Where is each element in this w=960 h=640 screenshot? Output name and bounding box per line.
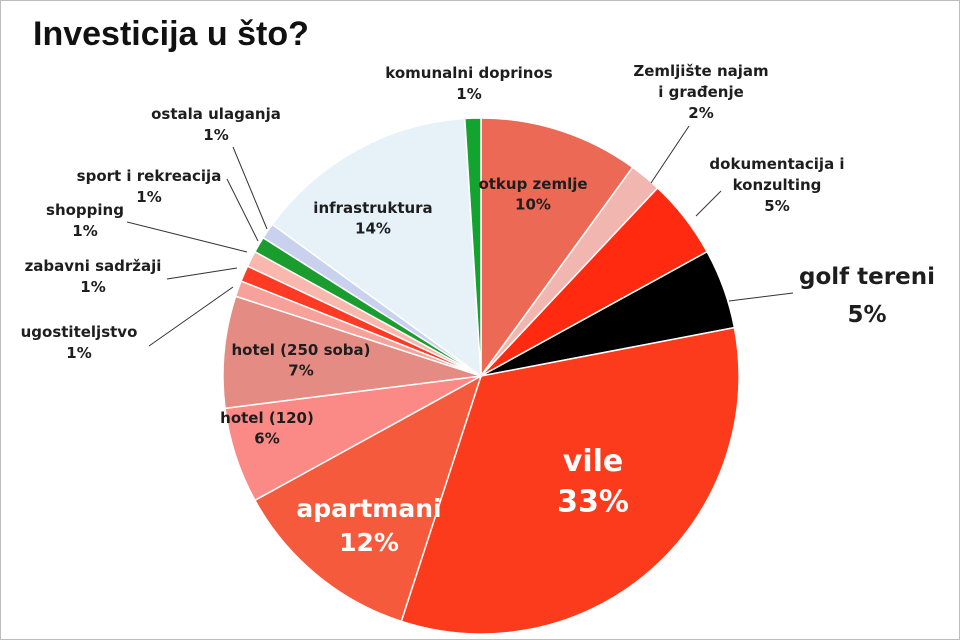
slice-name-ugostiteljstvo: ugostiteljstvo xyxy=(21,323,138,341)
slice-label-zabavni-sadrzaji: zabavni sadržaji 1% xyxy=(25,257,238,296)
slice-value-zemljiste-najam-i-gradenje: 2% xyxy=(688,104,713,122)
slice-value-hotel-120: 6% xyxy=(254,429,279,447)
slice-value-golf-tereni: 5% xyxy=(847,302,886,328)
slice-value-apartmani: 12% xyxy=(339,528,399,557)
slice-name-shopping: shopping xyxy=(46,201,124,219)
slice-label-ugostiteljstvo: ugostiteljstvo 1% xyxy=(21,286,234,362)
pie-slice-infrastruktura xyxy=(271,117,482,378)
slice-label-apartmani: apartmani 12% xyxy=(296,494,441,557)
slice-label-hotel-250-soba: hotel (250 soba) 7% xyxy=(231,341,370,379)
leader-line-zemljiste-najam-i-gradenje xyxy=(650,125,690,184)
slice-value-shopping: 1% xyxy=(72,222,97,240)
slice-name-golf-tereni: golf tereni xyxy=(799,264,935,290)
slice-value-otkup-zemlje: 10% xyxy=(515,195,551,213)
slice-value-dokumentacija-i-konzulting: 5% xyxy=(764,197,789,215)
slice-value-hotel-250-soba: 7% xyxy=(288,361,313,379)
slice-name-ostala-ulaganja: ostala ulaganja xyxy=(151,105,281,123)
slice-value-komunalni-doprinos: 1% xyxy=(456,85,481,103)
slice-label-komunalni-doprinos: komunalni doprinos 1% xyxy=(385,64,552,103)
slice-name-vile: vile xyxy=(563,444,623,479)
slice-name-otkup-zemlje: otkup zemlje xyxy=(478,175,587,193)
slice-label-ostala-ulaganja: ostala ulaganja 1% xyxy=(151,105,281,230)
leader-line-ostala-ulaganja xyxy=(232,146,268,230)
leader-line-zabavni-sadrzaji xyxy=(166,267,238,280)
slice-value-infrastruktura: 14% xyxy=(355,219,391,237)
slice-value-sport-i-rekreacija: 1% xyxy=(136,188,161,206)
leader-line-golf-tereni xyxy=(728,292,794,302)
slice-label-golf-tereni: golf tereni 5% xyxy=(728,264,935,328)
pie-slice-hotel-250-soba xyxy=(222,295,482,410)
pie-slice-komunalni-doprinos xyxy=(464,117,482,377)
pie-slice-otkup-zemlje xyxy=(480,117,634,379)
slice-label-otkup-zemlje: otkup zemlje 10% xyxy=(478,175,587,213)
slice-name-apartmani: apartmani xyxy=(296,494,441,523)
slice-value-vile: 33% xyxy=(557,485,629,520)
leader-line-ugostiteljstvo xyxy=(148,286,234,347)
slice-label-vile: vile 33% xyxy=(557,444,629,520)
slice-name-sport-i-rekreacija: sport i rekreacija xyxy=(77,167,222,185)
slice-name-hotel-250-soba: hotel (250 soba) xyxy=(231,341,370,359)
leader-line-shopping xyxy=(126,221,248,253)
leader-line-sport-i-rekreacija xyxy=(226,178,259,242)
slice-value-zabavni-sadrzaji: 1% xyxy=(80,278,105,296)
slice-name-infrastruktura: infrastruktura xyxy=(313,199,432,217)
slice-name-zemljiste-najam-i-gradenje: Zemljište najam i građenje xyxy=(633,62,768,101)
slice-value-ugostiteljstvo: 1% xyxy=(66,344,91,362)
slice-name-komunalni-doprinos: komunalni doprinos xyxy=(385,64,552,82)
slice-value-ostala-ulaganja: 1% xyxy=(203,126,228,144)
slice-name-zabavni-sadrzaji: zabavni sadržaji xyxy=(25,257,162,275)
slice-label-zemljiste-najam-i-gradenje: Zemljište najam i građenje 2% xyxy=(633,62,769,184)
pie-slice-apartmani xyxy=(253,374,483,623)
pie-slice-vile xyxy=(400,326,740,635)
slice-name-hotel-120: hotel (120) xyxy=(220,409,314,427)
leader-line-dokumentacija-i-konzulting xyxy=(695,190,722,217)
slice-label-shopping: shopping 1% xyxy=(46,201,248,253)
slice-label-dokumentacija-i-konzulting: dokumentacija i konzulting 5% xyxy=(695,155,845,217)
slice-label-sport-i-rekreacija: sport i rekreacija 1% xyxy=(77,167,259,242)
chart-title: Investicija u što? xyxy=(33,15,309,53)
slice-label-hotel-120: hotel (120) 6% xyxy=(220,409,314,447)
slice-label-infrastruktura: infrastruktura 14% xyxy=(313,199,432,237)
slice-name-dokumentacija-i-konzulting: dokumentacija i konzulting xyxy=(709,155,844,194)
